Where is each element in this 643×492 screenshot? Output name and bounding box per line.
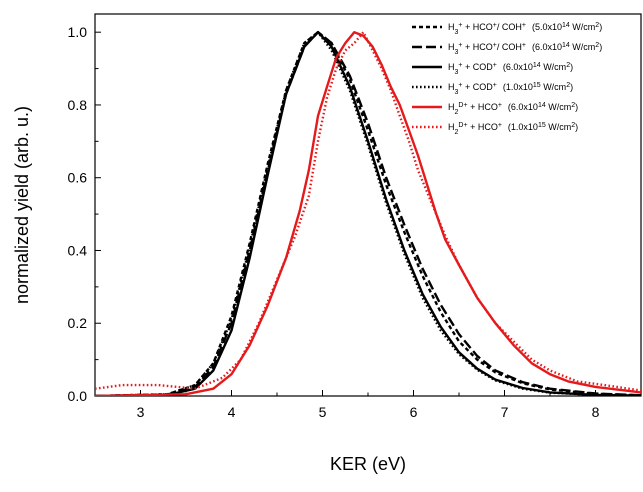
y-tick-label: 0.2	[68, 315, 88, 331]
x-tick-label: 8	[592, 404, 600, 420]
y-tick-label: 0.0	[68, 388, 88, 404]
x-tick-label: 5	[319, 404, 327, 420]
x-tick-label: 6	[410, 404, 418, 420]
legend-entry-1: H3+ + HCO+/ COH+ (5.0x1014 W/cm2)	[448, 22, 602, 36]
series-line-6	[95, 31, 641, 392]
legend-entry-2: H3+ + HCO+/ COH+ (6.0x1014 W/cm2)	[448, 42, 602, 56]
legend-entry-3: H3+ + COD+ (6.0x1014 W/cm2)	[448, 62, 573, 76]
x-tick-label: 7	[501, 404, 509, 420]
legend-entry-6: H2D+ + HCO+ (1.0x1015 W/cm2)	[448, 122, 578, 136]
series-line-4	[95, 31, 641, 396]
x-tick-label: 3	[137, 404, 145, 420]
legend-entry-4: H3+ + COD+ (1.0x1015 W/cm2)	[448, 82, 573, 96]
legend-entry-5: H2D+ + HCO+ (6.0x1014 W/cm2)	[448, 102, 578, 116]
y-tick-label: 0.4	[68, 242, 88, 258]
y-tick-label: 0.6	[68, 170, 88, 186]
x-axis-label: KER (eV)	[330, 454, 406, 474]
y-axis-label: normalized yield (arb. u.)	[12, 106, 32, 304]
x-tick-label: 4	[228, 404, 236, 420]
curves	[95, 31, 641, 396]
series-line-2	[95, 31, 641, 396]
y-tick-label: 1.0	[68, 24, 88, 40]
legend: H3+ + HCO+/ COH+ (5.0x1014 W/cm2) H3+ + HC…	[412, 22, 602, 136]
series-line-1	[95, 31, 641, 396]
y-axis-ticks: 0.0 0.2 0.4 0.6 0.8 1.0	[68, 24, 101, 404]
y-tick-label: 0.8	[68, 97, 88, 113]
